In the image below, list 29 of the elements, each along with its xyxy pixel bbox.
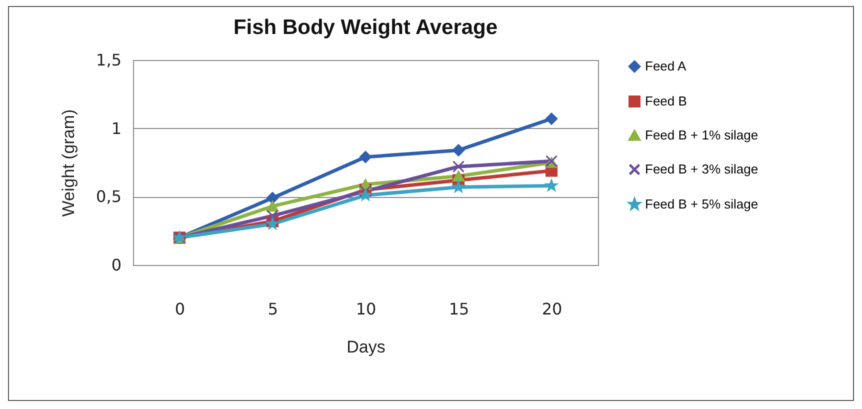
- y-tick-label: 1: [111, 118, 122, 138]
- point: [452, 181, 464, 192]
- x-tick-label: 20: [542, 300, 562, 318]
- y-tick-label: 0,5: [96, 187, 122, 206]
- point: [360, 189, 372, 200]
- point: [266, 210, 279, 222]
- legend-label: Feed B + 1% silage: [645, 128, 758, 142]
- x-tick-label: 0: [174, 300, 186, 318]
- y-axis-title: Weight (gram): [59, 109, 78, 217]
- point: [266, 200, 279, 212]
- point: [452, 144, 465, 156]
- y-tick-label: 1,5: [96, 50, 122, 70]
- legend-label: Feed B + 3% silage: [645, 162, 758, 176]
- x-tick-label: 5: [268, 300, 278, 318]
- legend-label: Feed B + 5% silage: [645, 196, 758, 212]
- point: [266, 218, 278, 230]
- point: [546, 180, 558, 191]
- y-tick-label: 0: [111, 256, 122, 274]
- point: [545, 112, 558, 125]
- x-axis-title: Days: [346, 338, 386, 356]
- point: [359, 150, 372, 164]
- x-tick-label: 15: [448, 300, 470, 318]
- legend-label: Feed A: [645, 58, 687, 74]
- x-tick-label: 10: [356, 300, 376, 318]
- chart-title: Fish Body Weight Average: [233, 16, 498, 39]
- point: [452, 160, 465, 173]
- point: [266, 192, 279, 204]
- point: [452, 170, 465, 182]
- legend-label: Feed B: [645, 94, 687, 108]
